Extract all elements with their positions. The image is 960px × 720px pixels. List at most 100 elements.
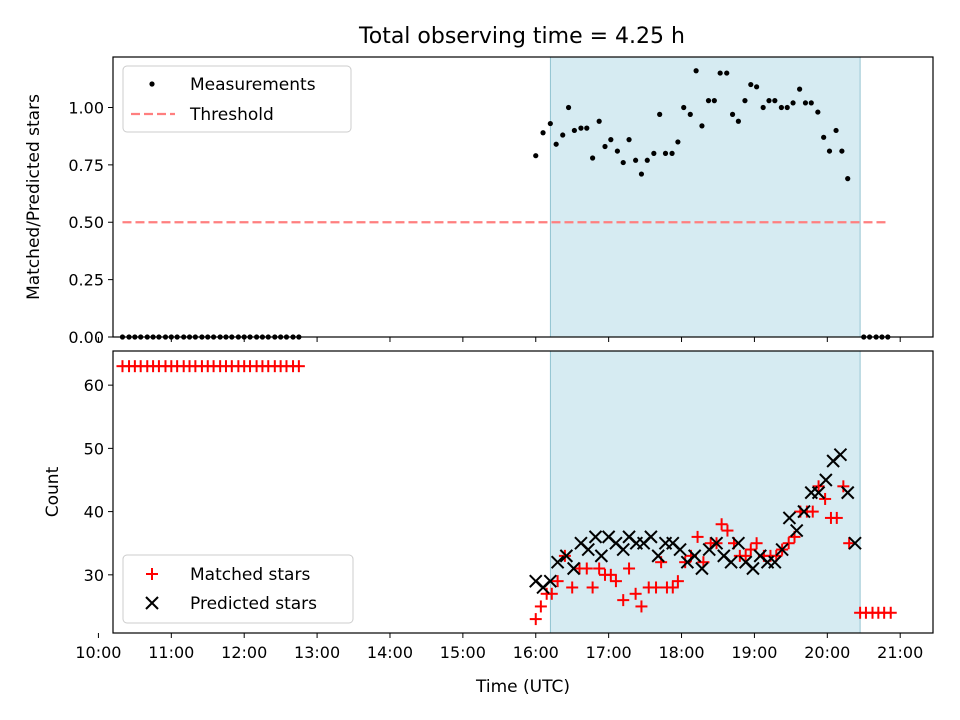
marker-stroke bbox=[574, 536, 588, 550]
marker-stroke bbox=[529, 574, 543, 588]
x-tick-label: 17:00 bbox=[586, 643, 632, 662]
predicted-star-point bbox=[695, 561, 709, 576]
measurement-point bbox=[533, 153, 539, 159]
measurement-point bbox=[729, 111, 736, 117]
bottom-x-ticks: 10:00 11:00 12:00 13:00 14:00 15:00 16:00 17:00… bbox=[75, 633, 923, 662]
legend-predicted-label: Predicted stars bbox=[190, 594, 317, 614]
matched-star-point bbox=[593, 562, 606, 575]
measurement-point bbox=[590, 155, 596, 161]
matched-star-point bbox=[650, 581, 663, 594]
matched-star-point bbox=[691, 530, 704, 543]
predicted-star-point bbox=[797, 504, 811, 519]
measurement-point bbox=[602, 143, 608, 150]
predicted-star-point bbox=[543, 574, 558, 588]
predicted-star-point bbox=[588, 530, 603, 544]
legend-measurements-marker bbox=[149, 81, 155, 87]
predicted-star-point bbox=[673, 542, 687, 557]
y-tick-label: 0.25 bbox=[68, 271, 104, 290]
top-shaded-span bbox=[549, 56, 861, 338]
matched-star-point bbox=[750, 537, 763, 550]
measurement-point bbox=[633, 157, 639, 163]
predicted-star-point bbox=[709, 536, 724, 550]
marker-stroke bbox=[731, 536, 746, 550]
marker-stroke bbox=[738, 555, 753, 569]
predicted-star-point bbox=[848, 536, 862, 550]
marker-stroke bbox=[695, 561, 709, 576]
marker-stroke bbox=[789, 523, 804, 538]
top-panel: 0.00 0.25 0.50 0.75 1.00 Matched/Predicted s… bbox=[24, 56, 934, 347]
measurement-point bbox=[547, 120, 553, 127]
marker-stroke bbox=[753, 549, 767, 563]
x-tick-label: 16:00 bbox=[513, 643, 559, 662]
measurement-point bbox=[608, 137, 614, 143]
chart-title: Total observing time = 4.25 h bbox=[358, 24, 685, 49]
marker-stroke bbox=[746, 561, 760, 576]
matched-star-point bbox=[529, 613, 542, 626]
matched-star-point bbox=[830, 511, 843, 524]
measurement-point bbox=[578, 125, 584, 131]
bottom-y-ticks: 30 40 50 60 bbox=[84, 376, 113, 585]
measurement-point bbox=[778, 104, 784, 111]
matched-star-point bbox=[721, 524, 734, 537]
marker-stroke bbox=[775, 542, 789, 557]
predicted-star-point bbox=[616, 542, 630, 557]
marker-stroke bbox=[566, 561, 581, 576]
marker-stroke bbox=[687, 549, 702, 563]
predicted-star-point bbox=[651, 549, 665, 563]
x-tick-label: 21:00 bbox=[877, 643, 923, 662]
top-legend: Measurements Threshold bbox=[122, 65, 352, 133]
matched-star-point bbox=[884, 606, 897, 619]
predicted-star-point bbox=[841, 485, 855, 500]
x-tick-label: 18:00 bbox=[658, 643, 704, 662]
measurement-point bbox=[815, 109, 821, 115]
measurement-point bbox=[735, 118, 741, 124]
legend-threshold-label: Threshold bbox=[189, 105, 274, 125]
measurement-point bbox=[717, 70, 723, 76]
measurement-point bbox=[839, 148, 845, 154]
marker-stroke bbox=[782, 511, 797, 525]
marker-stroke bbox=[717, 549, 731, 563]
y-tick-label: 30 bbox=[84, 566, 104, 585]
x-tick-label: 15:00 bbox=[440, 643, 486, 662]
bottom-y-axis-label: Count bbox=[43, 466, 63, 517]
predicted-star-point bbox=[644, 530, 658, 544]
measurement-point bbox=[560, 132, 566, 138]
matched-star-point bbox=[715, 518, 728, 531]
measurement-point bbox=[742, 98, 748, 104]
y-tick-label: 0.50 bbox=[68, 213, 104, 232]
predicted-star-point bbox=[782, 511, 797, 525]
marker-stroke bbox=[609, 536, 623, 550]
measurement-point bbox=[687, 111, 693, 117]
marker-stroke bbox=[588, 530, 603, 544]
bottom-shaded-span bbox=[549, 350, 861, 634]
marker-stroke bbox=[550, 555, 565, 569]
measurement-point bbox=[626, 137, 632, 143]
top-y-axis-label: Matched/Predicted stars bbox=[24, 94, 44, 300]
marker-stroke bbox=[797, 504, 811, 519]
marker-stroke bbox=[709, 536, 724, 550]
marker-stroke bbox=[848, 536, 862, 550]
matched-star-point bbox=[558, 549, 571, 562]
measurement-point bbox=[766, 98, 772, 104]
predicted-star-point bbox=[833, 447, 848, 462]
measurement-point bbox=[754, 84, 760, 90]
measurement-point bbox=[699, 123, 705, 129]
measurement-point bbox=[833, 127, 839, 134]
matched-star-point bbox=[566, 581, 579, 594]
legend-box bbox=[122, 554, 354, 624]
measurement-point bbox=[651, 150, 657, 156]
y-tick-label: 1.00 bbox=[68, 98, 104, 117]
legend-matched-label: Matched stars bbox=[190, 565, 310, 585]
y-tick-label: 0.75 bbox=[68, 156, 104, 175]
x-tick-label: 10:00 bbox=[75, 643, 121, 662]
measurement-point bbox=[675, 139, 681, 145]
measurement-point bbox=[553, 141, 559, 147]
marker-stroke bbox=[819, 473, 833, 487]
marker-stroke bbox=[594, 549, 609, 563]
x-tick-label: 11:00 bbox=[148, 643, 194, 662]
predicted-star-point bbox=[811, 485, 826, 500]
legend-measurements-label: Measurements bbox=[190, 75, 316, 95]
marker-stroke bbox=[811, 485, 826, 500]
marker-stroke bbox=[833, 447, 848, 462]
matched-star-point bbox=[666, 581, 679, 594]
